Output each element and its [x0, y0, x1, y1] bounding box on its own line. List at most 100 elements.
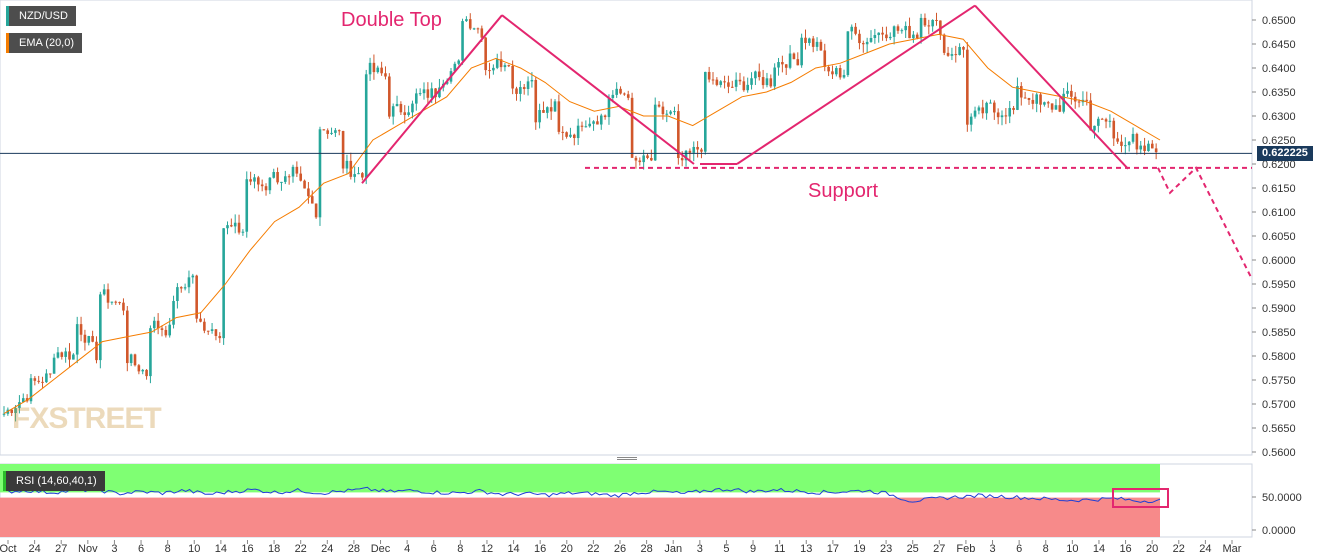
candle-body — [519, 87, 522, 94]
pair-label[interactable]: NZD/USD — [6, 6, 76, 26]
date-tick-label: 28 — [640, 543, 652, 555]
candle-body — [1058, 105, 1062, 112]
candle-body — [977, 107, 981, 111]
candle-body — [515, 88, 518, 94]
candle-body — [484, 37, 487, 71]
date-tick-label: Feb — [956, 543, 975, 555]
candle-body — [411, 103, 414, 113]
candle-body — [800, 37, 803, 66]
candle-body — [1131, 133, 1135, 142]
candle-body — [888, 36, 892, 39]
candle-body — [353, 174, 356, 177]
candle-body — [264, 186, 268, 191]
candle-body — [546, 107, 549, 113]
candle-body — [218, 335, 222, 339]
candle-body — [1039, 94, 1042, 105]
ema-label[interactable]: EMA (20,0) — [6, 33, 83, 53]
candle-body — [865, 41, 869, 45]
candle-body — [958, 46, 961, 55]
candle-body — [923, 17, 927, 26]
pattern-leg — [501, 14, 695, 165]
candle-body — [819, 41, 823, 51]
candle-body — [415, 93, 418, 104]
candle-body — [1019, 86, 1023, 98]
rsi-label[interactable]: RSI (14,60,40,1) — [3, 471, 105, 491]
candle-body — [438, 87, 441, 98]
candle-body — [985, 102, 988, 114]
date-tick-label: 27 — [933, 543, 945, 555]
pattern-leg — [974, 4, 1129, 170]
candle-body — [1012, 107, 1015, 110]
price-tick-label: 0.6200 — [1262, 159, 1296, 171]
candle-body — [226, 225, 229, 229]
date-tick-label: 24 — [321, 543, 333, 555]
rsi-zones — [0, 464, 1160, 537]
candle-body — [942, 34, 946, 53]
price-tick-label: 0.6250 — [1262, 135, 1296, 147]
candle-body — [730, 86, 734, 88]
candle-body — [503, 65, 507, 68]
candle-body — [1008, 107, 1012, 117]
candle-body — [287, 176, 291, 178]
candle-body — [611, 94, 615, 98]
candle-body — [565, 132, 568, 137]
candle-body — [1031, 99, 1035, 104]
candle-body — [422, 89, 426, 94]
candle-body — [969, 116, 973, 125]
candle-body — [927, 25, 931, 27]
candle-body — [183, 287, 187, 289]
candle-body — [569, 134, 572, 137]
date-tick-label: 27 — [55, 543, 67, 555]
candle-body — [1050, 103, 1054, 110]
candle-body — [179, 287, 183, 289]
candle-body — [908, 25, 911, 39]
candle-body — [919, 17, 923, 39]
candle-body — [607, 97, 611, 118]
price-tick-label: 0.6450 — [1262, 39, 1296, 51]
candle-body — [64, 351, 67, 357]
candle-body — [727, 82, 730, 87]
candle-body — [623, 93, 626, 95]
price-tick-label: 0.6100 — [1262, 207, 1296, 219]
rsi-axis: 50.0000 0.0000 — [1252, 492, 1302, 537]
candle-body — [808, 38, 811, 43]
candle-body — [858, 33, 861, 44]
candle-body — [341, 131, 345, 169]
candle-body — [1143, 145, 1146, 152]
candle-body — [734, 79, 738, 87]
candle-body — [141, 369, 145, 372]
date-tick-label: 11 — [774, 543, 785, 555]
candle-body — [796, 59, 800, 66]
candle-body — [307, 188, 310, 197]
date-tick-label: 6 — [138, 543, 144, 555]
date-tick-label: 20 — [561, 543, 573, 555]
candle-body — [626, 94, 630, 98]
candle-body — [765, 78, 769, 86]
candle-body — [592, 121, 595, 124]
main-pane-frame — [0, 0, 1253, 456]
candle-body — [191, 275, 195, 278]
date-tick-label: 6 — [431, 543, 437, 555]
candle-body — [665, 113, 669, 115]
pane-splitter-handle[interactable] — [617, 456, 637, 462]
candle-body — [299, 173, 303, 181]
price-tick-label: 0.6350 — [1262, 87, 1296, 99]
candle-body — [237, 222, 241, 233]
candle-body — [576, 125, 580, 139]
price-tick-label: 0.5600 — [1262, 447, 1296, 459]
candle-body — [661, 106, 665, 115]
candle-body — [403, 112, 407, 115]
candle-body — [295, 166, 299, 174]
candle-body — [357, 173, 360, 175]
candle-body — [206, 330, 210, 332]
candle-body — [549, 107, 553, 112]
candle-body — [1077, 101, 1081, 103]
candle-body — [310, 196, 314, 204]
candle-body — [572, 134, 576, 139]
candle-body — [966, 49, 969, 125]
date-tick-label: 25 — [907, 543, 919, 555]
candle-body — [950, 54, 954, 56]
candle-body — [395, 103, 399, 107]
date-tick-label: 3 — [111, 543, 117, 555]
candle-body — [376, 67, 380, 73]
